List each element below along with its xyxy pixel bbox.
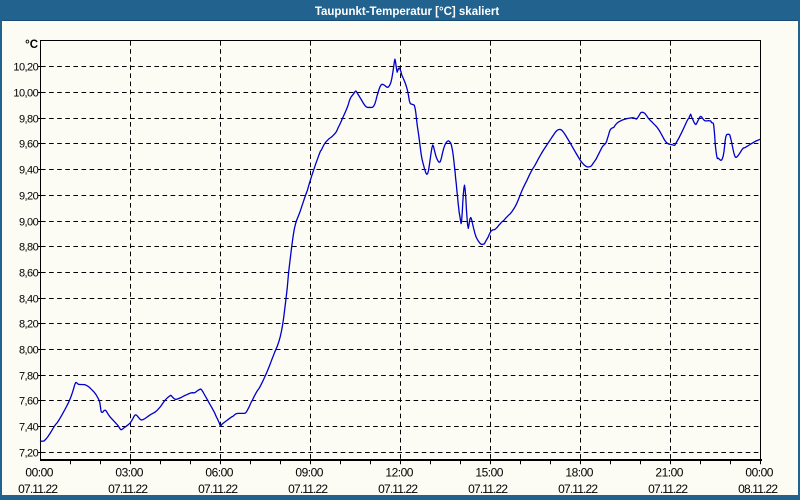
svg-text:7,20: 7,20	[19, 448, 39, 460]
svg-text:9,00: 9,00	[19, 217, 39, 229]
svg-text:03:00: 03:00	[115, 466, 143, 480]
svg-text:10,20: 10,20	[13, 62, 38, 74]
svg-text:8,40: 8,40	[19, 294, 39, 306]
svg-text:21:00: 21:00	[655, 466, 683, 480]
svg-text:15:00: 15:00	[475, 466, 503, 480]
svg-text:07.11.22: 07.11.22	[198, 482, 238, 496]
svg-text:07.11.22: 07.11.22	[108, 482, 148, 496]
svg-text:07.11.22: 07.11.22	[558, 482, 598, 496]
svg-text:9,80: 9,80	[19, 114, 39, 126]
svg-text:9,40: 9,40	[19, 165, 39, 177]
svg-text:10,00: 10,00	[13, 88, 38, 100]
svg-text:12:00: 12:00	[385, 466, 413, 480]
svg-text:8,20: 8,20	[19, 319, 39, 331]
svg-text:8,00: 8,00	[19, 345, 39, 357]
svg-text:7,80: 7,80	[19, 371, 39, 383]
svg-text:07.11.22: 07.11.22	[378, 482, 418, 496]
svg-text:06:00: 06:00	[205, 466, 233, 480]
svg-text:7,60: 7,60	[19, 396, 39, 408]
svg-text:08.11.22: 08.11.22	[738, 482, 778, 496]
svg-text:9,60: 9,60	[19, 139, 39, 151]
svg-text:9,20: 9,20	[19, 191, 39, 203]
svg-text:°C: °C	[25, 39, 38, 51]
svg-text:07.11.22: 07.11.22	[288, 482, 328, 496]
svg-text:18:00: 18:00	[565, 466, 593, 480]
svg-text:07.11.22: 07.11.22	[18, 482, 58, 496]
svg-text:00:00: 00:00	[25, 466, 53, 480]
svg-text:8,60: 8,60	[19, 268, 39, 280]
svg-text:00:00: 00:00	[745, 466, 773, 480]
svg-text:7,40: 7,40	[19, 422, 39, 434]
svg-text:09:00: 09:00	[295, 466, 323, 480]
svg-text:07.11.22: 07.11.22	[468, 482, 508, 496]
svg-text:07.11.22: 07.11.22	[648, 482, 688, 496]
svg-text:Taupunkt-Temperatur [°C] skali: Taupunkt-Temperatur [°C] skaliert	[315, 6, 500, 18]
svg-text:8,80: 8,80	[19, 242, 39, 254]
